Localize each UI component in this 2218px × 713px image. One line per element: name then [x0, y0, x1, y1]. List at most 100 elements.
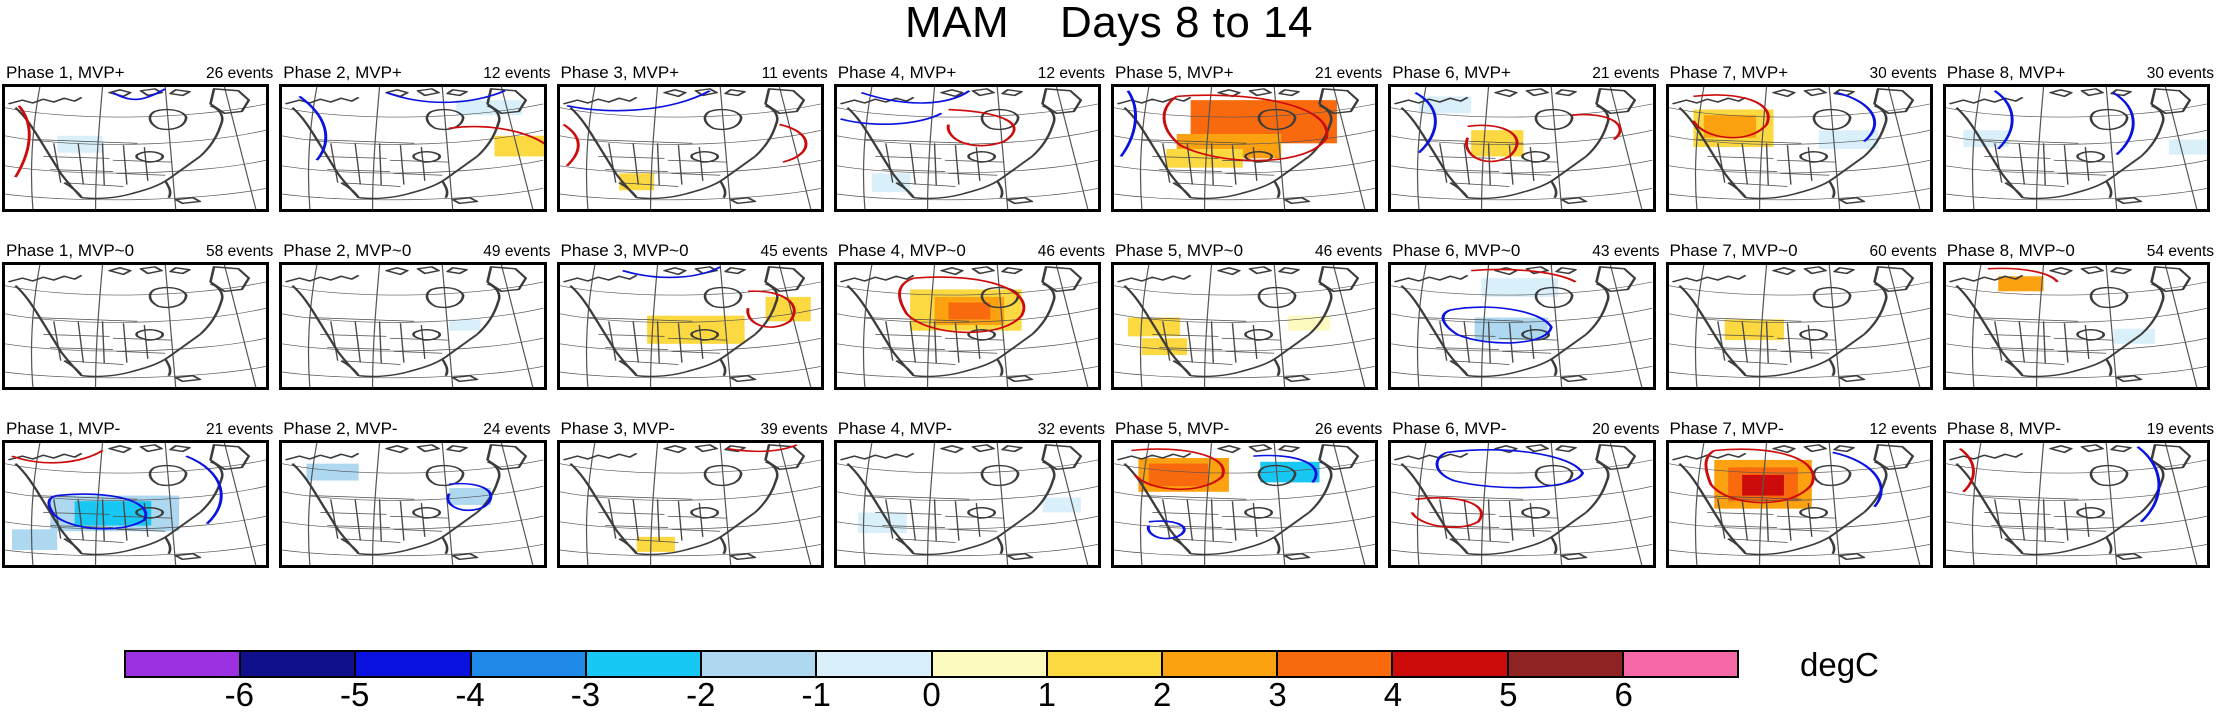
map-frame[interactable]	[833, 84, 1101, 212]
panel-header: Phase 8, MVP- 19 events	[1941, 418, 2218, 440]
map-panel-phase1-MVP[interactable]: Phase 1, MVP- 21 events	[0, 418, 277, 596]
negative-contour	[565, 90, 711, 112]
anomaly-patch	[11, 529, 58, 550]
graticule	[836, 87, 1098, 209]
significance-contours	[897, 276, 1025, 334]
map-frame[interactable]	[556, 440, 824, 568]
map-canvas	[559, 87, 821, 209]
map-frame[interactable]	[1942, 262, 2210, 390]
significance-contours	[726, 444, 798, 453]
anomaly-patch	[857, 512, 907, 534]
panel-header: Phase 3, MVP~0 45 events	[555, 240, 832, 262]
map-frame[interactable]	[1388, 262, 1656, 390]
map-frame[interactable]	[556, 262, 824, 390]
map-frame[interactable]	[1665, 262, 1933, 390]
map-panel-phase8-MVP[interactable]: Phase 8, MVP+ 30 events	[1941, 62, 2218, 240]
map-canvas	[1114, 87, 1376, 209]
panel-event-count: 45 events	[760, 243, 828, 260]
map-canvas	[5, 443, 267, 565]
map-frame[interactable]	[1942, 440, 2210, 568]
map-panel-phase2-MVP[interactable]: Phase 2, MVP- 24 events	[277, 418, 554, 596]
map-frame[interactable]	[279, 440, 547, 568]
panel-event-count: 58 events	[206, 243, 274, 260]
coastlines	[1116, 266, 1360, 383]
panel-title: Phase 1, MVP~0	[6, 241, 135, 260]
significance-contours	[1704, 448, 1883, 508]
map-panel-phase7-MVP0[interactable]: Phase 7, MVP~0 60 events	[1664, 240, 1941, 418]
coastlines	[839, 266, 1082, 383]
panel-header: Phase 6, MVP- 20 events	[1386, 418, 1663, 440]
coastlines	[285, 88, 528, 205]
map-panel-phase5-MVP[interactable]: Phase 5, MVP- 26 events	[1109, 418, 1386, 596]
anomaly-patch	[57, 135, 103, 153]
map-canvas	[1668, 87, 1930, 209]
panel-title: Phase 8, MVP~0	[1946, 241, 2075, 260]
significance-contours	[1442, 268, 1577, 344]
coastlines	[562, 88, 805, 205]
map-frame[interactable]	[833, 440, 1101, 568]
graticule	[1114, 87, 1376, 209]
map-panel-phase2-MVP0[interactable]: Phase 2, MVP~0 49 events	[277, 240, 554, 418]
map-frame[interactable]	[1388, 84, 1656, 212]
graticule	[1945, 265, 2207, 387]
map-frame[interactable]	[279, 84, 547, 212]
map-panel-phase3-MVP[interactable]: Phase 3, MVP+ 11 events	[555, 62, 832, 240]
map-frame[interactable]	[1111, 440, 1379, 568]
map-frame[interactable]	[1942, 84, 2210, 212]
graticule	[836, 265, 1098, 387]
map-panel-phase1-MVP[interactable]: Phase 1, MVP+ 26 events	[0, 62, 277, 240]
map-panel-phase1-MVP0[interactable]: Phase 1, MVP~0 58 events	[0, 240, 277, 418]
map-frame[interactable]	[1665, 84, 1933, 212]
panel-title: Phase 1, MVP-	[6, 419, 121, 438]
map-panel-phase7-MVP[interactable]: Phase 7, MVP+ 30 events	[1664, 62, 1941, 240]
negative-contour	[1414, 92, 1438, 154]
map-panel-phase6-MVP[interactable]: Phase 6, MVP+ 21 events	[1386, 62, 1663, 240]
significance-contours	[1131, 448, 1318, 540]
anomaly-shading	[449, 319, 481, 331]
positive-contour	[897, 276, 1025, 334]
colorbar-tick-label: -2	[686, 676, 716, 713]
map-frame[interactable]	[2, 84, 270, 212]
map-frame[interactable]	[1388, 440, 1656, 568]
map-panel-phase3-MVP[interactable]: Phase 3, MVP- 39 events	[555, 418, 832, 596]
anomaly-patch	[1166, 148, 1243, 168]
map-panel-phase6-MVP0[interactable]: Phase 6, MVP~0 43 events	[1386, 240, 1663, 418]
map-panel-phase6-MVP[interactable]: Phase 6, MVP- 20 events	[1386, 418, 1663, 596]
map-frame[interactable]	[2, 440, 270, 568]
colorbar-segment	[817, 652, 933, 676]
positive-contour	[1704, 448, 1815, 504]
graticule	[1114, 265, 1376, 387]
map-panel-phase4-MVP[interactable]: Phase 4, MVP- 32 events	[832, 418, 1109, 596]
panel-title: Phase 2, MVP~0	[283, 241, 412, 260]
map-panel-phase4-MVP[interactable]: Phase 4, MVP+ 12 events	[832, 62, 1109, 240]
map-frame[interactable]	[1111, 262, 1379, 390]
colorbar-segment	[471, 652, 587, 676]
map-panel-phase5-MVP0[interactable]: Phase 5, MVP~0 46 events	[1109, 240, 1386, 418]
map-panel-phase8-MVP0[interactable]: Phase 8, MVP~0 54 events	[1941, 240, 2218, 418]
map-frame[interactable]	[556, 84, 824, 212]
map-frame[interactable]	[833, 262, 1101, 390]
map-panel-phase8-MVP[interactable]: Phase 8, MVP- 19 events	[1941, 418, 2218, 596]
map-frame[interactable]	[2, 262, 270, 390]
map-panel-phase5-MVP[interactable]: Phase 5, MVP+ 21 events	[1109, 62, 1386, 240]
panel-event-count: 12 events	[483, 65, 551, 82]
anomaly-patch	[1724, 319, 1784, 341]
political-borders	[864, 495, 1004, 543]
map-panel-phase4-MVP0[interactable]: Phase 4, MVP~0 46 events	[832, 240, 1109, 418]
anomaly-patch	[1998, 276, 2044, 292]
panel-title: Phase 5, MVP+	[1115, 63, 1234, 82]
panel-title: Phase 4, MVP~0	[837, 241, 966, 260]
panel-event-count: 20 events	[1592, 421, 1660, 438]
negative-contour	[1435, 449, 1585, 489]
panel-header: Phase 6, MVP~0 43 events	[1386, 240, 1663, 262]
map-canvas	[282, 87, 544, 209]
map-panel-phase7-MVP[interactable]: Phase 7, MVP- 12 events	[1664, 418, 1941, 596]
map-panel-phase2-MVP[interactable]: Phase 2, MVP+ 12 events	[277, 62, 554, 240]
anomaly-patch	[306, 463, 359, 481]
colorbar-segment	[241, 652, 357, 676]
map-frame[interactable]	[1111, 84, 1379, 212]
map-panel-phase3-MVP0[interactable]: Phase 3, MVP~0 45 events	[555, 240, 832, 418]
negative-contour	[111, 88, 167, 101]
map-frame[interactable]	[279, 262, 547, 390]
map-frame[interactable]	[1665, 440, 1933, 568]
